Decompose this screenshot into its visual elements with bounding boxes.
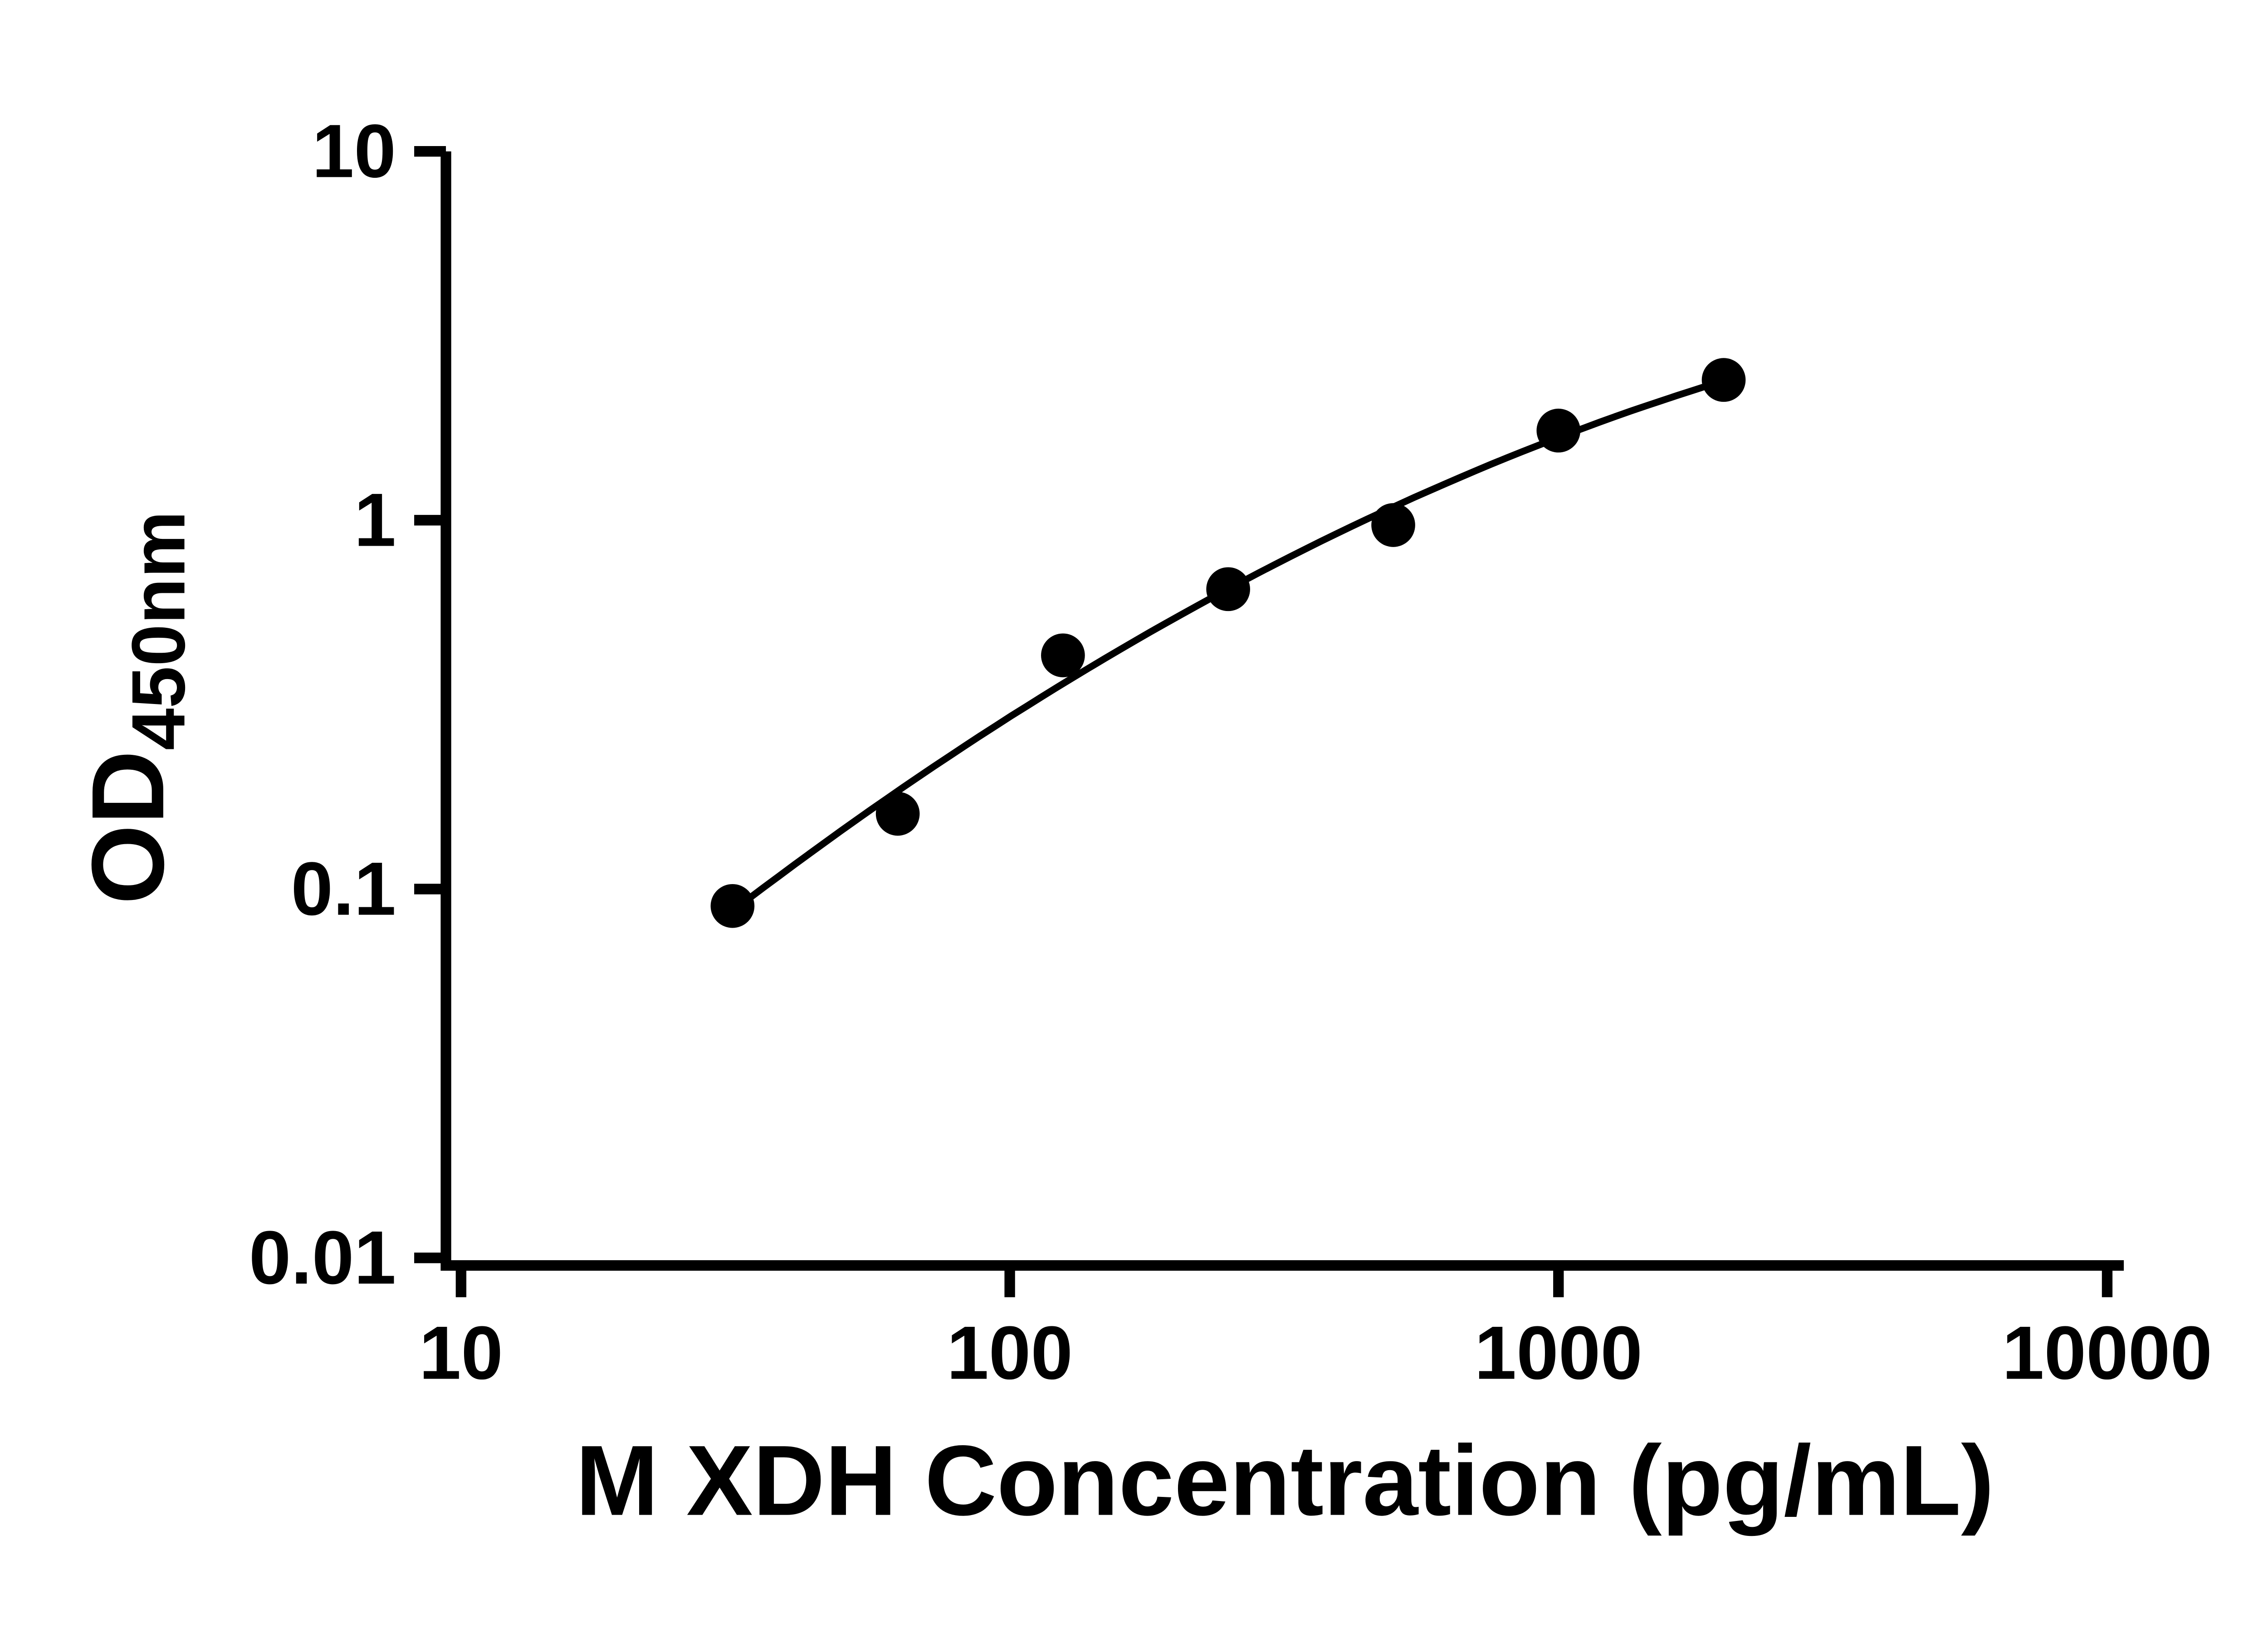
y-axis-title-main: OD	[71, 750, 186, 905]
fit-curve	[730, 377, 1725, 914]
x-tick-label: 10	[419, 1311, 503, 1395]
data-point	[710, 884, 755, 928]
x-tick-label: 1000	[1474, 1311, 1642, 1395]
y-axis-title-sub: 450nm	[117, 511, 201, 750]
y-tick-label: 1	[354, 478, 396, 562]
data-point	[1206, 567, 1250, 611]
data-point	[1371, 503, 1415, 547]
data-point	[1041, 633, 1085, 678]
axes-layer: 10 100 1000 10000 10 1 0.1 0.01	[249, 109, 2212, 1395]
y-tick-label: 10	[312, 109, 396, 193]
data-point	[1536, 408, 1581, 453]
x-axis-title: M XDH Concentration (pg/mL)	[576, 1425, 1994, 1536]
y-tick-label: 0.1	[291, 847, 396, 931]
x-tick-label: 100	[947, 1311, 1073, 1395]
data-point	[1701, 358, 1746, 402]
data-layer	[710, 358, 1746, 928]
data-point	[875, 792, 920, 836]
y-axis-title: OD450nm	[71, 511, 201, 905]
y-tick-label: 0.01	[249, 1216, 396, 1300]
axis-lines	[440, 151, 2124, 1271]
x-tick-label: 10000	[2002, 1311, 2212, 1395]
